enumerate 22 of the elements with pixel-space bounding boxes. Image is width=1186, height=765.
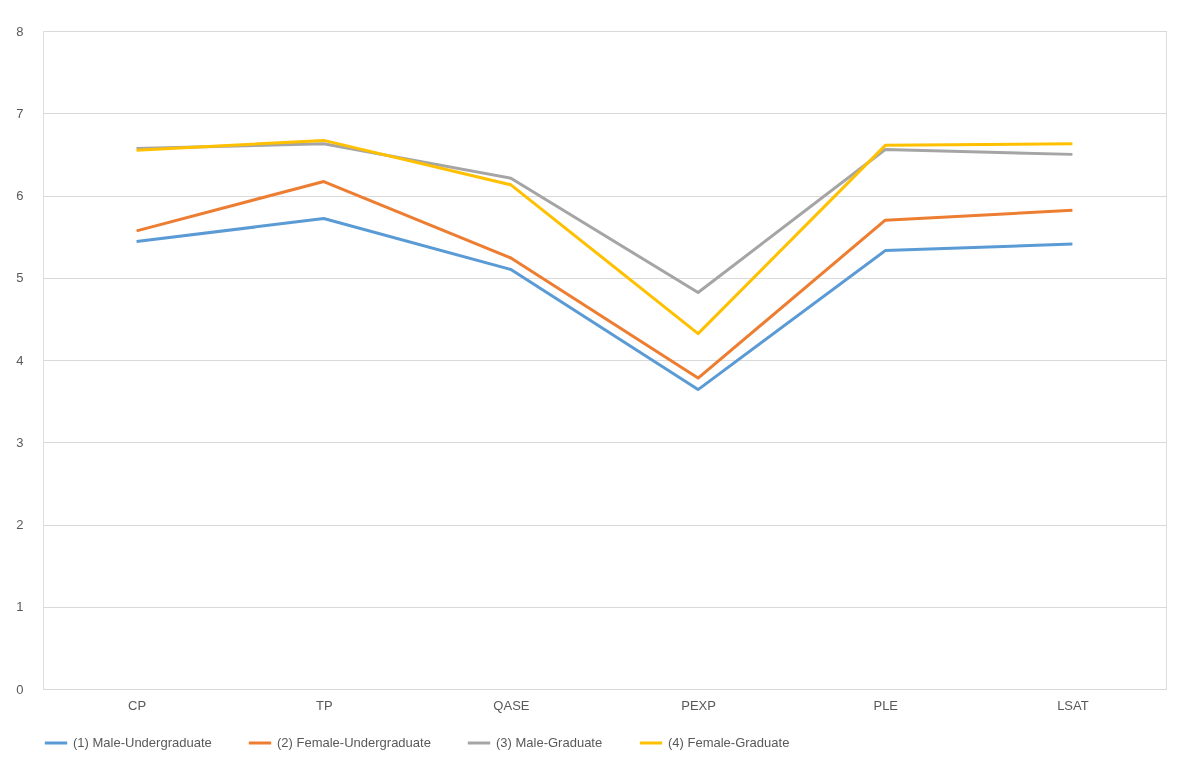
x-tick-label: QASE	[493, 697, 530, 713]
y-tick-label: 1	[16, 599, 24, 615]
x-tick-label: LSAT	[1057, 697, 1089, 713]
legend-label: (4) Female-Graduate	[668, 735, 790, 750]
y-tick-label: 4	[16, 352, 24, 368]
line-series	[135, 180, 1074, 380]
legend-label: (2) Female-Undergraduate	[277, 735, 431, 750]
line-series	[135, 217, 1074, 392]
y-tick-label: 5	[16, 270, 24, 286]
y-tick-label: 7	[16, 105, 24, 121]
line-series	[135, 138, 1074, 336]
y-tick-label: 8	[16, 23, 24, 39]
x-tick-label: PEXP	[681, 697, 716, 713]
x-tick-label: PLE	[873, 697, 899, 713]
y-tick-label: 3	[16, 434, 24, 450]
y-tick-label: 2	[16, 517, 24, 532]
y-tick-label: 0	[16, 681, 24, 697]
y-tick-label: 6	[16, 188, 24, 203]
x-tick-label: CP	[128, 697, 147, 713]
x-tick-label: TP	[315, 697, 333, 713]
legend-label: (3) Male-Graduate	[496, 735, 603, 750]
legend-label: (1) Male-Undergraduate	[73, 735, 212, 750]
